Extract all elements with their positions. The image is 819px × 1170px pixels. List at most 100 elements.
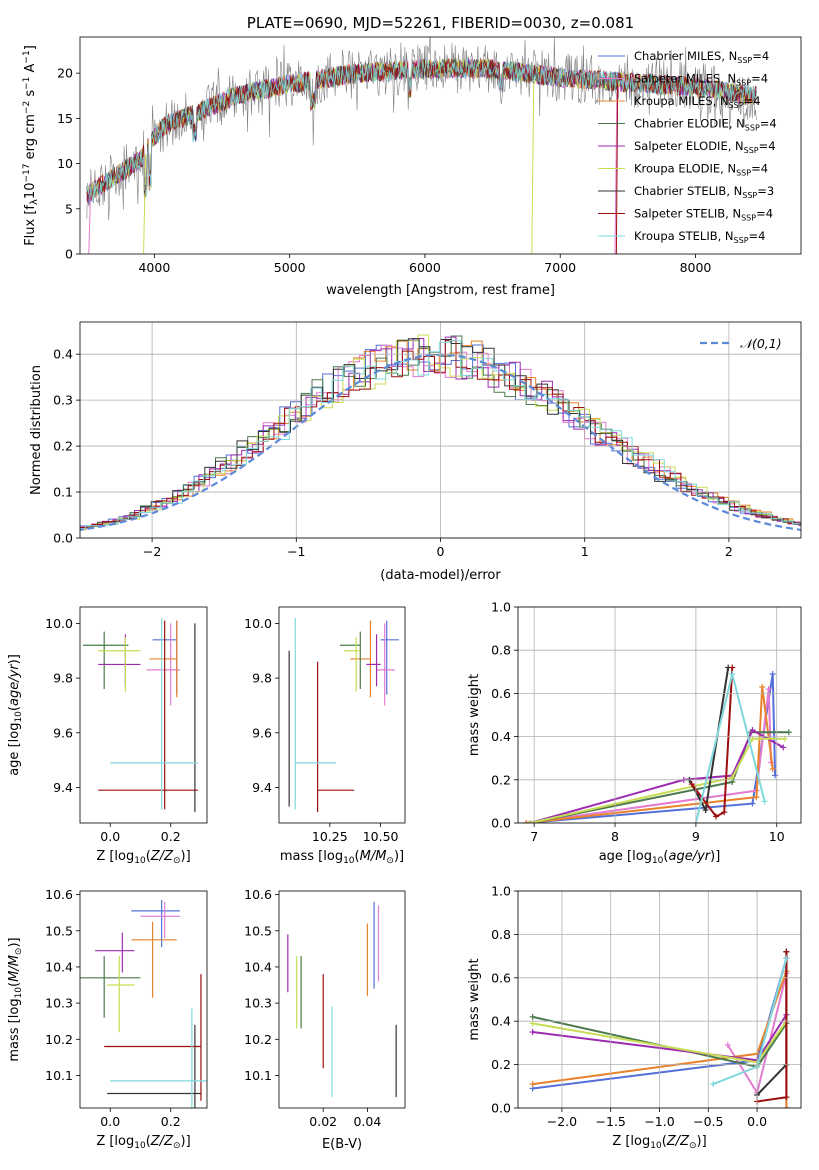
label-part: ( xyxy=(146,1134,151,1149)
y-tick-label: 10.0 xyxy=(244,616,272,631)
legend-entry: Salpeter ELODIE, NSSP=4 xyxy=(634,139,776,155)
y-axis-label: Flux [fλ10−17 erg cm−2 s−1 A−1] xyxy=(22,45,40,246)
legend-entry: Kroupa STELIB, NSSP=4 xyxy=(634,229,766,245)
x-tick-label: 0 xyxy=(437,544,445,559)
label-part: M/M xyxy=(360,849,387,864)
legend-entry: Chabrier STELIB, NSSP=3 xyxy=(634,184,774,200)
y-tick-label: 0.1 xyxy=(53,485,73,500)
y-axis-label: mass weight xyxy=(467,958,482,1040)
legend-nssp: 4 xyxy=(762,49,769,63)
x-tick-label: 5000 xyxy=(274,260,306,275)
legend-series-name: Chabrier STELIB xyxy=(634,184,726,198)
x-tick-label: 8000 xyxy=(680,260,712,275)
y-tick-label: 10.1 xyxy=(45,1068,73,1083)
legend-label-part: SSP xyxy=(729,101,744,110)
legend-label-part: , N xyxy=(725,207,741,221)
y-axis-label: mass weight xyxy=(467,674,482,756)
legend-entry: Kroupa ELODIE, NSSP=4 xyxy=(634,162,768,178)
legend-label-part: , N xyxy=(729,117,745,131)
y-tick-label: 0.0 xyxy=(491,816,511,831)
y-tick-label: 0 xyxy=(65,247,73,262)
label-part: mass [log xyxy=(7,998,22,1061)
y-tick-label: 0.2 xyxy=(491,772,511,787)
legend-nssp: 4 xyxy=(768,139,775,153)
y-tick-label: 0.4 xyxy=(53,347,73,362)
label-part: )] xyxy=(697,1134,707,1149)
label-part: age [log xyxy=(599,849,652,864)
legend-nssp: 4 xyxy=(758,229,765,243)
label-part: )] xyxy=(710,849,720,864)
legend-label-part: SSP xyxy=(737,56,752,65)
x-tick-label: 6000 xyxy=(409,260,441,275)
x-tick-label: 10.25 xyxy=(312,829,348,844)
legend-nssp: 4 xyxy=(769,117,776,131)
legend-series-name: Salpeter ELODIE xyxy=(634,139,728,153)
y-tick-label: 10.6 xyxy=(45,887,73,902)
legend-series-name: Chabrier ELODIE xyxy=(634,117,729,131)
x-tick-label: 10 xyxy=(769,829,785,844)
x-tick-label: 0.04 xyxy=(353,1114,381,1129)
y-tick-label: 0.6 xyxy=(491,686,511,701)
y-tick-label: 10.2 xyxy=(45,1032,73,1047)
legend-label-part: = xyxy=(751,72,761,86)
label-part: −1 xyxy=(22,50,32,63)
x-axis-label: E(B-V) xyxy=(322,1137,362,1152)
legend-nssp: 4 xyxy=(761,72,768,86)
histogram-step-line xyxy=(80,340,801,530)
mass-weight-line xyxy=(525,686,774,823)
label-part: Z [log xyxy=(96,849,134,864)
y-tick-label: 0.2 xyxy=(491,1057,511,1072)
label-part: Z [log xyxy=(96,1134,134,1149)
spectrum-model-drop xyxy=(531,73,535,254)
y-tick-label: 10.2 xyxy=(244,1032,272,1047)
y-tick-label: 5 xyxy=(65,201,73,216)
legend-nssp: 4 xyxy=(761,162,768,176)
label-part: Z/Z xyxy=(666,1134,690,1149)
y-tick-label: 0.8 xyxy=(491,927,511,942)
y-tick-label: 9.4 xyxy=(252,780,272,795)
axes-frame xyxy=(79,321,802,539)
x-tick-label: 0.02 xyxy=(309,1114,337,1129)
plot-area xyxy=(287,901,397,1098)
legend-series-name: Kroupa ELODIE xyxy=(634,162,720,176)
x-axis-label: mass [log10(M/M⊙)] xyxy=(280,849,404,866)
legend-label-part: , N xyxy=(721,49,737,63)
x-tick-label: 7000 xyxy=(544,260,576,275)
x-tick-label: 0.0 xyxy=(100,1114,120,1129)
label-part: ⊙ xyxy=(14,948,24,956)
legend-entry: Kroupa MILES, NSSP=4 xyxy=(634,94,761,110)
x-tick-label: −2 xyxy=(143,544,161,559)
x-tick-label: 7 xyxy=(530,829,538,844)
legend-label-part: SSP xyxy=(734,236,749,245)
chart-title: PLATE=0690, MJD=52261, FIBERID=0030, z=0… xyxy=(247,14,634,32)
legend-nssp: 4 xyxy=(766,207,773,221)
label-part: )] xyxy=(181,1134,191,1149)
axes-frame xyxy=(278,606,406,824)
y-tick-label: 9.6 xyxy=(53,725,73,740)
label-part: ( xyxy=(7,706,22,711)
mass-weight-line xyxy=(525,688,773,823)
label-part: age [log xyxy=(7,723,22,776)
x-tick-label: 0.2 xyxy=(161,1114,181,1129)
label-part: 10 xyxy=(652,856,664,866)
y-tick-label: 9.8 xyxy=(53,671,73,686)
x-axis-label: Z [log10(Z/Z⊙)] xyxy=(96,849,190,866)
x-tick-label: 10.50 xyxy=(363,829,399,844)
label-part: ( xyxy=(355,849,360,864)
label-part: Z/Z xyxy=(150,849,174,864)
label-part: mass weight xyxy=(467,958,482,1040)
x-tick-label: −1.0 xyxy=(644,1114,674,1129)
label-part: λ xyxy=(29,199,40,205)
legend-label-part: SSP xyxy=(736,169,751,178)
x-tick-label: 1 xyxy=(581,544,589,559)
y-tick-label: 10.3 xyxy=(244,996,272,1011)
label-part: s xyxy=(23,90,38,101)
spectrum-model-drop xyxy=(143,154,147,254)
legend-label-part: = xyxy=(749,229,759,243)
label-part: )] xyxy=(394,849,404,864)
y-tick-label: 9.8 xyxy=(252,671,272,686)
legend-label-part: SSP xyxy=(744,146,759,155)
axes-frame xyxy=(517,890,802,1109)
label-part: )] xyxy=(181,849,191,864)
y-tick-label: 15 xyxy=(57,111,73,126)
